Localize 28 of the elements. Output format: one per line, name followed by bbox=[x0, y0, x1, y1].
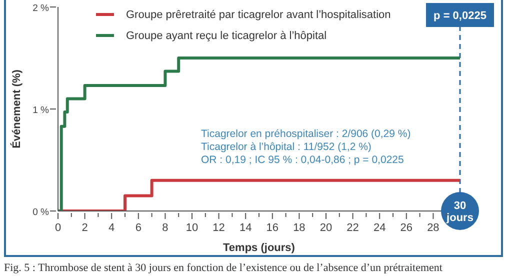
x-tick-label: 10 bbox=[186, 222, 198, 234]
x-tick-label: 28 bbox=[427, 222, 440, 234]
x-tick-label: 6 bbox=[135, 222, 142, 234]
x-axis-title: Temps (jours) bbox=[223, 242, 296, 254]
x-tick-label: 2 bbox=[82, 222, 88, 234]
y-tick-label: 0 % bbox=[32, 207, 50, 218]
x-tick-label: 20 bbox=[320, 222, 332, 234]
legend-label: Groupe prêretraité par ticagrelor avant l’hospitalisation bbox=[126, 8, 391, 20]
x-tick-label: 22 bbox=[346, 222, 359, 234]
x-tick-label: 8 bbox=[162, 222, 168, 234]
x-tick-label: 26 bbox=[400, 222, 413, 234]
x-tick-label: 12 bbox=[212, 222, 225, 234]
x-tick-label: 0 bbox=[54, 222, 62, 234]
x-tick-label: 16 bbox=[266, 222, 279, 234]
y-axis-title: Événement (%) bbox=[10, 69, 23, 148]
annotation: Ticagrelor en préhospitaliser : 2/906 (0,29 %) bbox=[201, 128, 411, 141]
annotation: Ticagrelor à l’hôpital : 11/952 (1,2 %) bbox=[201, 141, 372, 154]
x-tick-label: 18 bbox=[293, 222, 306, 234]
legend-label: Groupe ayant reçu le ticagrelor à l’hôpital bbox=[126, 30, 327, 42]
caption: Fig. 5 : Thrombose de stent à 30 jours en fonction de l’existence ou de l’absence d’un prétraitement bbox=[4, 262, 442, 274]
x-tick-label: 4 bbox=[108, 222, 115, 234]
annotation: 30 jours bbox=[446, 200, 474, 224]
annotation: p = 0,0225 bbox=[434, 10, 486, 22]
y-tick-label: 1 % bbox=[32, 105, 50, 116]
annotation: OR : 0,19 ; IC 95 % : 0,04-0,86 ; p = 0,0225 bbox=[201, 154, 405, 167]
x-tick-label: 14 bbox=[239, 222, 252, 234]
x-tick-label: 24 bbox=[373, 222, 386, 234]
y-tick-label: 2 % bbox=[32, 3, 50, 14]
